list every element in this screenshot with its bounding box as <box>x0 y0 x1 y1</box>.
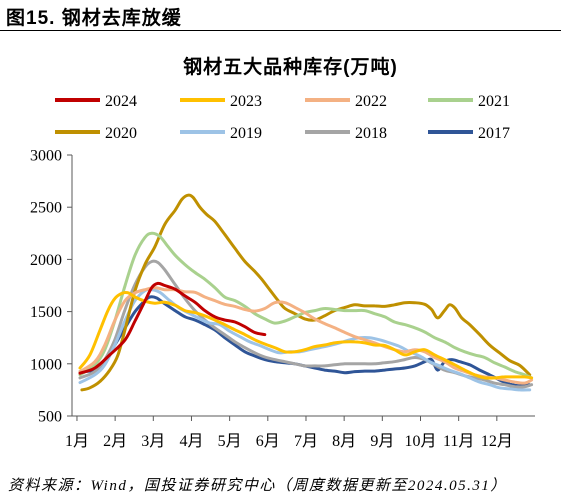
series-line-2017 <box>78 295 532 388</box>
legend-item-2024: 2024 <box>55 93 137 110</box>
legend-item-2018: 2018 <box>305 125 387 142</box>
legend-item-2023: 2023 <box>180 93 262 110</box>
title-divider <box>0 30 561 31</box>
chart-title: 钢材五大品种库存(万吨) <box>183 57 398 78</box>
x-tick-label: 1月 <box>65 433 89 450</box>
legend: 2024 2023 2022 2021 2020 2019 2018 2017 <box>55 93 510 142</box>
y-tick-label: 3000 <box>30 148 62 165</box>
x-tick-label: 5月 <box>218 433 242 450</box>
x-tick-label: 7月 <box>294 433 318 450</box>
legend-item-2021: 2021 <box>428 93 510 110</box>
series-line-2021 <box>78 231 534 380</box>
legend-label: 2020 <box>105 125 137 142</box>
x-tick-label: 2月 <box>103 433 127 450</box>
legend-label: 2021 <box>478 93 510 110</box>
y-tick-label: 2000 <box>30 252 62 269</box>
legend-label: 2024 <box>105 93 137 110</box>
x-tick-label: 11月 <box>443 433 474 450</box>
x-tick-label: 12月 <box>481 433 513 450</box>
series-lines <box>78 193 534 392</box>
x-tick-label: 8月 <box>332 433 356 450</box>
legend-item-2017: 2017 <box>428 125 510 142</box>
legend-item-2022: 2022 <box>305 93 387 110</box>
legend-label: 2023 <box>230 93 262 110</box>
x-tick-label: 6月 <box>256 433 280 450</box>
legend-label: 2018 <box>355 125 387 142</box>
legend-item-2019: 2019 <box>180 125 262 142</box>
figure-title: 图15. 钢材去库放缓 <box>6 8 182 29</box>
axes: 500 1000 1500 2000 2500 3000 1月 2月 3月 4月 5月 6月 7月 8月 9… <box>30 148 535 450</box>
y-tick-label: 2500 <box>30 200 62 217</box>
legend-item-2020: 2020 <box>55 125 137 142</box>
y-tick-label: 1500 <box>30 304 62 321</box>
y-tick-label: 1000 <box>30 356 62 373</box>
legend-label: 2017 <box>478 125 510 142</box>
legend-label: 2019 <box>230 125 262 142</box>
series-line-2019 <box>78 287 532 392</box>
x-tick-label: 3月 <box>141 433 165 450</box>
x-tick-label: 9月 <box>370 433 394 450</box>
y-tick-label: 500 <box>38 409 62 426</box>
x-tick-label: 4月 <box>179 433 203 450</box>
series-line-2024 <box>78 281 267 375</box>
series-line-2022 <box>78 286 534 385</box>
x-tick-label: 10月 <box>404 433 436 450</box>
source-note: 资料来源：Wind，国投证券研究中心（周度数据更新至2024.05.31） <box>8 478 507 494</box>
legend-label: 2022 <box>355 93 387 110</box>
